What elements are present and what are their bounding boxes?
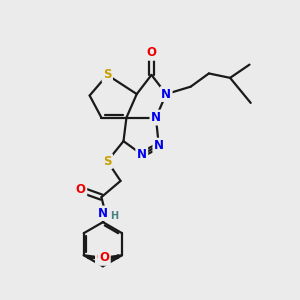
Text: O: O [99, 251, 109, 264]
Text: N: N [98, 207, 108, 220]
Text: N: N [154, 139, 164, 152]
Text: N: N [137, 148, 147, 161]
Text: S: S [103, 68, 112, 81]
Text: N: N [161, 88, 171, 100]
Text: O: O [146, 46, 157, 59]
Text: N: N [151, 111, 161, 124]
Text: H: H [110, 211, 118, 221]
Text: O: O [76, 183, 86, 196]
Text: O: O [96, 251, 106, 264]
Text: S: S [103, 155, 112, 168]
